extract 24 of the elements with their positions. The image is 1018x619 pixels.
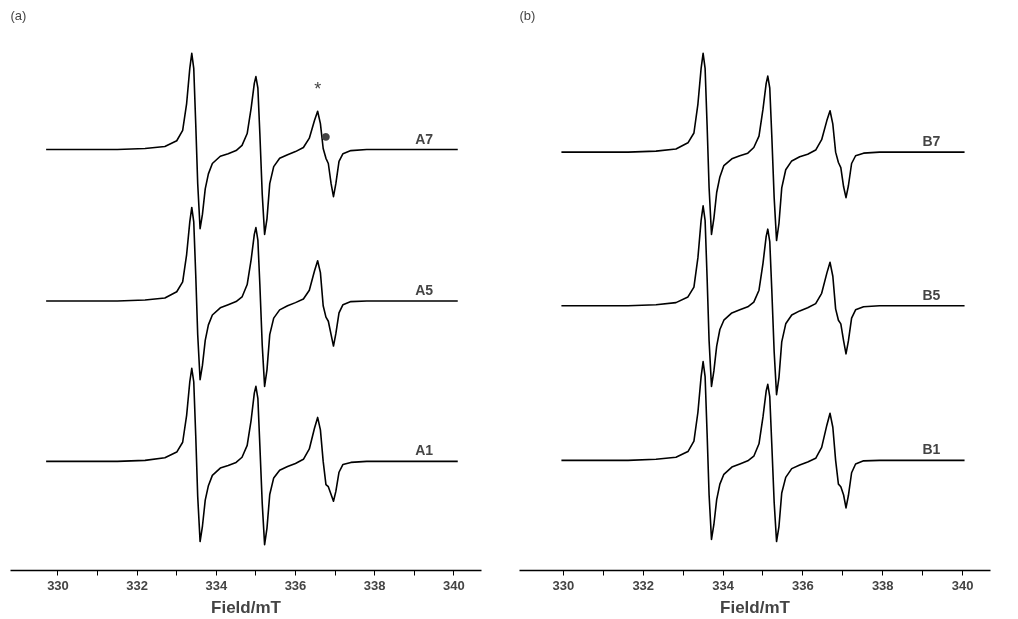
x-tick-label: 336 xyxy=(284,577,307,593)
series-label: A1 xyxy=(415,442,434,459)
annotation: ● xyxy=(320,126,332,147)
x-tick-label: 332 xyxy=(632,577,655,593)
series-label: A5 xyxy=(415,282,434,299)
series-label: B5 xyxy=(922,286,941,303)
chart-title: (b) xyxy=(519,7,536,23)
x-tick-label: 332 xyxy=(126,577,149,593)
x-axis-title: Field/mT xyxy=(720,597,791,617)
x-axis-title: Field/mT xyxy=(211,597,282,617)
x-tick-label: 334 xyxy=(205,577,228,593)
x-tick-label: 330 xyxy=(47,577,69,593)
chart-title: (a) xyxy=(10,7,27,23)
x-tick-label: 334 xyxy=(712,577,735,593)
series-label: B1 xyxy=(922,441,941,458)
series-label: B7 xyxy=(922,133,941,150)
series-label: A7 xyxy=(415,130,434,147)
annotation: * xyxy=(314,79,322,100)
x-tick-label: 340 xyxy=(442,577,465,593)
x-tick-label: 330 xyxy=(552,577,575,593)
x-tick-label: 336 xyxy=(792,577,814,593)
x-tick-label: 338 xyxy=(363,577,386,593)
x-tick-label: 338 xyxy=(871,577,894,593)
x-tick-label: 340 xyxy=(951,577,974,593)
